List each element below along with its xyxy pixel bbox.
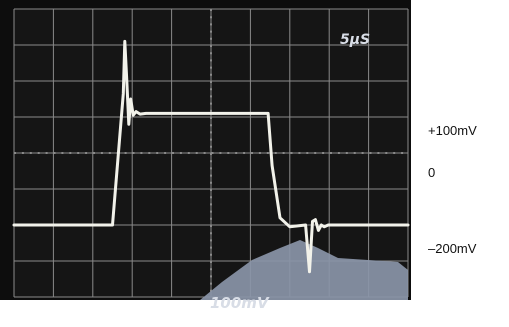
- label-plus-100mv: +100mV: [428, 123, 477, 138]
- label-minus-200mv: –200mV: [428, 241, 477, 256]
- label-zero: 0: [428, 165, 436, 180]
- signal-trace: [12, 39, 410, 274]
- timebase-label: 5µS: [340, 32, 370, 48]
- volts-per-division-label: 100mV: [210, 294, 270, 312]
- screen-glare: [200, 240, 408, 300]
